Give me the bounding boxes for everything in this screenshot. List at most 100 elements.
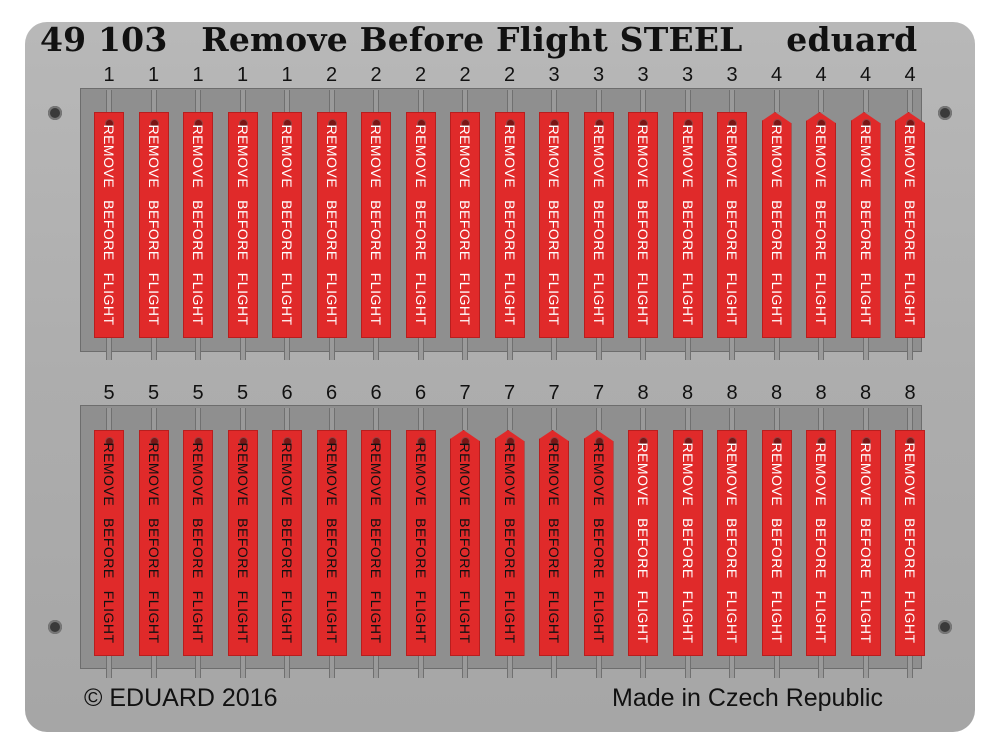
rivet-hole-icon xyxy=(194,437,203,446)
part-number: 7 xyxy=(548,382,560,404)
mounting-hole xyxy=(48,620,62,634)
attachment-tab xyxy=(595,90,602,112)
product-code: 49 103 xyxy=(40,20,168,59)
tag-word: REMOVE xyxy=(323,124,340,189)
tag-text: REMOVE BEFORE FLIGHT xyxy=(813,436,829,649)
tag-word: BEFORE xyxy=(902,518,918,579)
tag-word: FLIGHT xyxy=(190,590,206,644)
attachment-tab xyxy=(640,656,646,678)
remove-before-flight-tag: REMOVE BEFORE FLIGHT xyxy=(405,112,436,338)
attachment-tab xyxy=(551,90,557,112)
rivet-hole-icon xyxy=(283,437,292,446)
attachment-tab xyxy=(284,90,290,112)
tag-word: REMOVE xyxy=(368,442,384,507)
remove-before-flight-tag: REMOVE BEFORE FLIGHT xyxy=(272,112,302,338)
tag-text: REMOVE BEFORE FLIGHT xyxy=(368,118,384,331)
tag-word: FLIGHT xyxy=(368,272,384,326)
remove-before-flight-tag: REMOVE BEFORE FLIGHT xyxy=(494,112,525,338)
tag-word: REMOVE xyxy=(412,442,429,507)
attachment-tab xyxy=(150,656,157,678)
attachment-tab xyxy=(506,408,513,430)
remove-before-flight-tag: REMOVE BEFORE FLIGHT xyxy=(895,112,925,338)
attachment-tab xyxy=(462,656,468,678)
rivet-hole-icon xyxy=(283,119,292,128)
tag-text: REMOVE BEFORE FLIGHT xyxy=(546,436,562,649)
rivet-hole-icon xyxy=(105,119,114,128)
part-number: 1 xyxy=(147,64,160,86)
remove-before-flight-tag: REMOVE BEFORE FLIGHT xyxy=(761,430,792,656)
rivet-hole-icon xyxy=(327,437,337,446)
tag-word: FLIGHT xyxy=(902,590,918,644)
tag-word: BEFORE xyxy=(101,200,117,261)
tag-word: REMOVE xyxy=(679,442,696,507)
tag-word: REMOVE xyxy=(768,442,785,507)
attachment-tab xyxy=(551,338,557,360)
rivet-hole-icon xyxy=(194,119,203,128)
tag-text: REMOVE BEFORE FLIGHT xyxy=(279,436,295,649)
remove-before-flight-tag: REMOVE BEFORE FLIGHT xyxy=(583,430,614,656)
tag-word: REMOVE xyxy=(902,124,918,189)
tag-text: REMOVE BEFORE FLIGHT xyxy=(190,118,206,331)
tag-word: REMOVE xyxy=(279,442,295,507)
tag-word: BEFORE xyxy=(724,200,740,261)
tag-text: REMOVE BEFORE FLIGHT xyxy=(724,436,740,649)
tag-word: BEFORE xyxy=(768,518,785,579)
tag-text: REMOVE BEFORE FLIGHT xyxy=(502,436,518,649)
part-number: 6 xyxy=(281,382,293,404)
tag-word: REMOVE xyxy=(724,124,740,189)
rivet-hole-icon xyxy=(728,437,737,446)
tag-text: REMOVE BEFORE FLIGHT xyxy=(457,118,473,331)
part-number: 8 xyxy=(681,382,694,404)
attachment-tab xyxy=(195,338,201,360)
attachment-tab xyxy=(818,90,824,112)
remove-before-flight-tag: REMOVE BEFORE FLIGHT xyxy=(450,112,480,338)
tag-word: BEFORE xyxy=(279,518,295,579)
tag-word: FLIGHT xyxy=(101,590,117,644)
tag-word: FLIGHT xyxy=(323,590,340,644)
remove-before-flight-tag: REMOVE BEFORE FLIGHT xyxy=(316,112,347,338)
sheet-title: 49 103 Remove Before Flight STEEL eduard xyxy=(40,20,940,59)
rivet-hole-icon xyxy=(906,437,915,446)
attachment-tab xyxy=(818,338,824,360)
part-number: 8 xyxy=(637,382,649,404)
remove-before-flight-tag: REMOVE BEFORE FLIGHT xyxy=(361,112,391,338)
tag-word: FLIGHT xyxy=(724,272,740,326)
attachment-tab xyxy=(328,338,335,360)
remove-before-flight-tag: REMOVE BEFORE FLIGHT xyxy=(806,112,836,338)
part-number: 8 xyxy=(859,382,872,404)
tag-word: REMOVE xyxy=(902,442,918,507)
tag-word: REMOVE xyxy=(501,124,518,189)
attachment-tab xyxy=(907,90,913,112)
tag-text: REMOVE BEFORE FLIGHT xyxy=(101,436,117,649)
rivet-hole-icon xyxy=(372,119,381,128)
part-number: 1 xyxy=(236,64,249,86)
attachment-tab xyxy=(773,656,780,678)
remove-before-flight-tag: REMOVE BEFORE FLIGHT xyxy=(717,430,747,656)
attachment-tab xyxy=(862,408,869,430)
part-number: 4 xyxy=(815,64,827,86)
part-number: 6 xyxy=(414,382,427,404)
attachment-tab xyxy=(417,338,424,360)
tag-text: REMOVE BEFORE FLIGHT xyxy=(635,118,651,331)
attachment-tab xyxy=(195,90,201,112)
attachment-tab xyxy=(506,656,513,678)
remove-before-flight-tag: REMOVE BEFORE FLIGHT xyxy=(583,112,614,338)
remove-before-flight-tag: REMOVE BEFORE FLIGHT xyxy=(761,112,792,338)
attachment-tab xyxy=(818,656,824,678)
remove-before-flight-tag: REMOVE BEFORE FLIGHT xyxy=(94,430,124,656)
attachment-tab xyxy=(417,90,424,112)
tag-text: REMOVE BEFORE FLIGHT xyxy=(235,118,251,331)
tag-word: FLIGHT xyxy=(412,272,429,326)
attachment-tab xyxy=(506,90,513,112)
tag-word: FLIGHT xyxy=(546,272,562,326)
attachment-tab xyxy=(462,90,468,112)
attachment-tab xyxy=(907,338,913,360)
tag-word: BEFORE xyxy=(145,200,162,261)
remove-before-flight-tag: REMOVE BEFORE FLIGHT xyxy=(405,430,436,656)
tag-text: REMOVE BEFORE FLIGHT xyxy=(680,118,696,331)
tag-word: FLIGHT xyxy=(323,272,340,326)
attachment-tab xyxy=(595,338,602,360)
remove-before-flight-tag: REMOVE BEFORE FLIGHT xyxy=(895,430,925,656)
remove-before-flight-tag: REMOVE BEFORE FLIGHT xyxy=(272,430,302,656)
tag-word: BEFORE xyxy=(234,200,251,261)
